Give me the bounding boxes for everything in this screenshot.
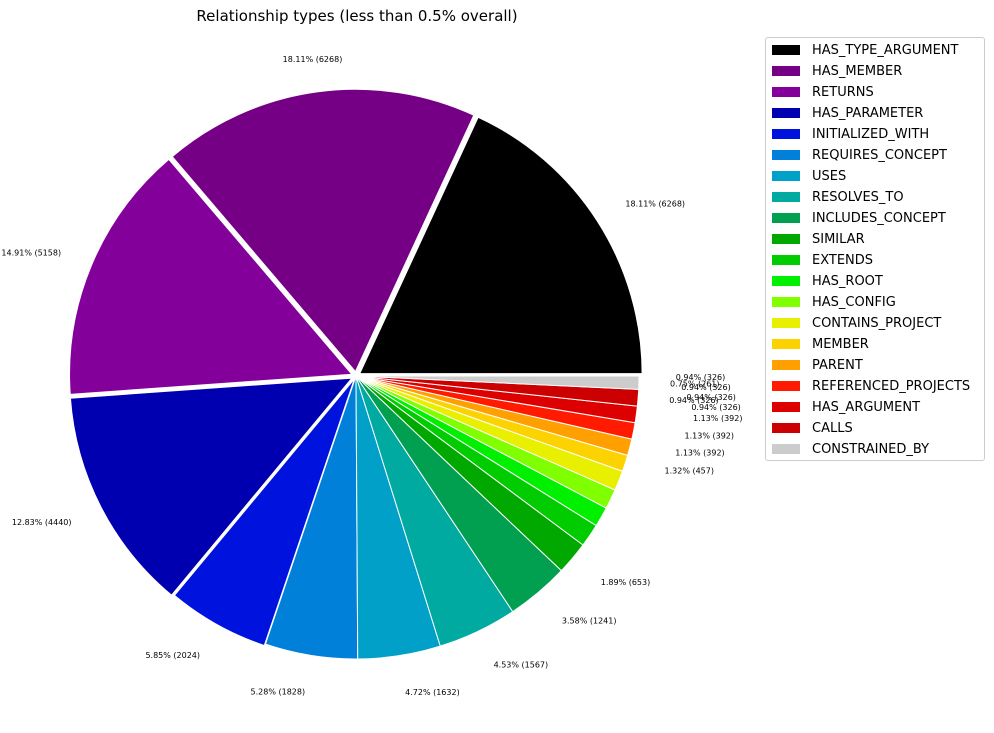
legend-swatch [772, 339, 800, 349]
slice-label: 12.83% (4440) [12, 518, 72, 527]
slice-label: 5.28% (1828) [251, 688, 306, 697]
slice-label: 5.85% (2024) [145, 651, 200, 660]
legend-item: REQUIRES_CONCEPT [772, 147, 947, 163]
slice-label: 1.89% (653) [601, 578, 650, 587]
legend-label: SIMILAR [812, 231, 865, 247]
pie-slice [69, 376, 355, 597]
slice-label: 1.13% (392) [675, 449, 724, 458]
legend-label: PARENT [812, 357, 863, 373]
legend-label: REFERENCED_PROJECTS [812, 378, 971, 394]
legend-swatch [772, 66, 800, 76]
pie-slice [355, 375, 640, 390]
legend-swatch [772, 318, 800, 328]
legend-swatch [772, 402, 800, 412]
slice-label: 18.11% (6268) [283, 55, 343, 64]
slice-label: 4.72% (1632) [405, 688, 460, 697]
legend-swatch [772, 297, 800, 307]
legend-label: HAS_ARGUMENT [812, 399, 921, 415]
legend-label: MEMBER [812, 336, 869, 352]
slice-label: 1.32% (457) [665, 466, 714, 475]
legend-swatch [772, 171, 800, 181]
legend-label: REQUIRES_CONCEPT [812, 147, 947, 163]
legend-item: INITIALIZED_WITH [772, 126, 929, 142]
slice-label: 18.11% (6268) [625, 200, 685, 209]
legend-label: HAS_PARAMETER [812, 105, 924, 121]
legend-swatch [772, 129, 800, 139]
pie-slice [173, 377, 356, 647]
slice-label: 4.53% (1567) [494, 661, 549, 670]
legend-item: HAS_MEMBER [772, 63, 902, 79]
pie-slice [68, 157, 354, 396]
legend-label: HAS_MEMBER [812, 63, 903, 79]
legend-swatch [772, 213, 800, 223]
legend-item: CONSTRAINED_BY [772, 441, 929, 457]
chart-legend: HAS_TYPE_ARGUMENT HAS_MEMBER RETURNS HAS_PA… [765, 37, 985, 461]
slice-label: 3.58% (1241) [562, 617, 617, 626]
legend-item: HAS_TYPE_ARGUMENT [772, 42, 958, 58]
legend-swatch [772, 108, 800, 118]
legend-item: HAS_ARGUMENT [772, 399, 920, 415]
slice-label: 0.94% (326) [681, 383, 730, 392]
legend-label: RESOLVES_TO [812, 189, 904, 205]
legend-swatch [772, 45, 800, 55]
legend-item: EXTENDS [772, 252, 873, 268]
pie-slice [170, 88, 476, 374]
slice-label: 14.91% (5158) [1, 248, 61, 257]
legend-item: USES [772, 168, 846, 184]
legend-label: RETURNS [812, 84, 874, 100]
legend-item: HAS_PARAMETER [772, 105, 923, 121]
slice-label: 1.13% (392) [693, 414, 742, 423]
slice-label: 0.75% (261) [670, 379, 719, 388]
legend-item: CALLS [772, 420, 853, 436]
legend-swatch [772, 150, 800, 160]
legend-label: HAS_CONFIG [812, 294, 896, 310]
legend-label: INCLUDES_CONCEPT [812, 210, 946, 226]
legend-label: CONSTRAINED_BY [812, 441, 930, 457]
legend-swatch [772, 360, 800, 370]
slice-label: 0.94% (326) [686, 393, 735, 402]
legend-swatch [772, 192, 800, 202]
chart-title: Relationship types (less than 0.5% overa… [196, 7, 518, 25]
legend-label: INITIALIZED_WITH [812, 126, 930, 142]
legend-label: HAS_TYPE_ARGUMENT [812, 42, 959, 58]
legend-swatch [772, 381, 800, 391]
slice-label: 0.94% (326) [691, 403, 740, 412]
legend-item: CONTAINS_PROJECT [772, 315, 941, 331]
legend-item: SIMILAR [772, 231, 865, 247]
legend-swatch [772, 423, 800, 433]
legend-swatch [772, 87, 800, 97]
legend-item: INCLUDES_CONCEPT [772, 210, 946, 226]
legend-item: REFERENCED_PROJECTS [772, 378, 970, 394]
legend-label: CALLS [812, 420, 853, 436]
legend-label: USES [812, 168, 847, 184]
legend-swatch [772, 255, 800, 265]
pie-slice [358, 115, 644, 375]
legend-item: HAS_CONFIG [772, 294, 896, 310]
legend-item: PARENT [772, 357, 863, 373]
legend-swatch [772, 444, 800, 454]
legend-item: MEMBER [772, 336, 869, 352]
legend-swatch [772, 234, 800, 244]
slice-label: 0.94% (326) [676, 373, 725, 382]
slice-label: 1.13% (392) [685, 432, 734, 441]
legend-label: CONTAINS_PROJECT [812, 315, 942, 331]
slice-label: 0.94% (326) [669, 396, 718, 405]
legend-label: EXTENDS [812, 252, 874, 268]
legend-item: RESOLVES_TO [772, 189, 904, 205]
legend-item: HAS_ROOT [772, 273, 883, 289]
legend-swatch [772, 276, 800, 286]
legend-item: RETURNS [772, 84, 874, 100]
legend-label: HAS_ROOT [812, 273, 883, 289]
